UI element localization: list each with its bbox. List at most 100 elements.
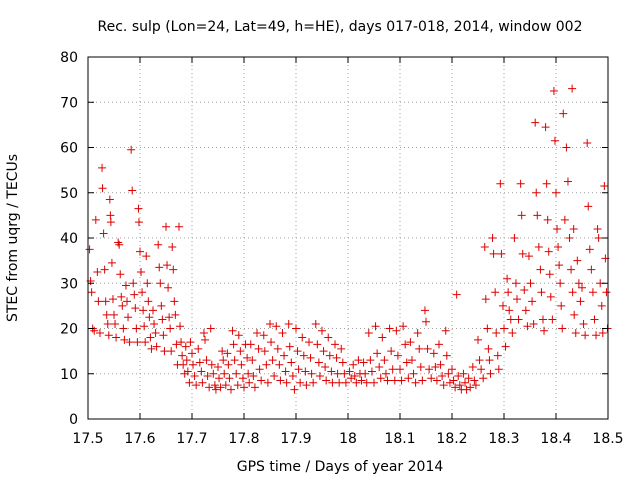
data-point: [229, 340, 238, 349]
data-point: [249, 372, 258, 381]
data-point: [186, 338, 195, 347]
data-point: [570, 310, 579, 319]
data-point: [93, 267, 102, 276]
data-point: [415, 344, 424, 353]
data-point: [211, 385, 220, 394]
data-point: [406, 338, 415, 347]
data-point: [520, 286, 529, 295]
x-tick-label: 17.6: [124, 431, 155, 447]
data-point: [292, 324, 300, 333]
data-point: [587, 265, 596, 274]
data-point: [500, 324, 508, 333]
data-point: [176, 322, 185, 331]
data-point: [134, 204, 143, 213]
data-point: [534, 243, 543, 252]
y-axis-label: STEC from uqrg / TECUs: [5, 154, 21, 322]
data-point: [296, 378, 305, 387]
data-point: [167, 347, 176, 356]
data-point: [160, 347, 169, 356]
y-tick-label: 40: [60, 231, 78, 247]
data-point: [598, 329, 607, 338]
data-point: [584, 202, 593, 211]
data-point: [147, 344, 156, 353]
data-point: [459, 369, 468, 378]
data-point: [332, 353, 341, 362]
data-point: [340, 369, 349, 378]
data-point: [510, 234, 519, 242]
data-point: [257, 376, 266, 385]
data-point: [273, 344, 282, 353]
data-point: [145, 313, 154, 322]
data-point: [569, 224, 578, 233]
data-point: [581, 331, 590, 340]
data-point: [118, 301, 127, 310]
data-point: [313, 340, 322, 349]
data-point: [189, 360, 198, 369]
data-point: [225, 374, 234, 383]
data-point: [345, 367, 354, 376]
data-point: [441, 326, 450, 335]
data-point: [163, 261, 172, 270]
data-point: [484, 344, 493, 353]
data-point: [221, 381, 230, 390]
x-axis-label: GPS time / Days of year 2014: [237, 459, 444, 475]
points-layer: [85, 84, 612, 394]
data-point: [436, 360, 445, 369]
data-point: [392, 326, 401, 335]
data-point: [494, 365, 503, 374]
data-point: [299, 351, 308, 360]
data-point: [559, 109, 568, 118]
data-point: [602, 288, 611, 297]
data-point: [390, 376, 399, 385]
data-point: [367, 367, 376, 376]
x-tick-label: 17.5: [72, 431, 103, 447]
data-point: [350, 372, 359, 381]
data-point: [278, 329, 287, 338]
data-point: [190, 372, 199, 381]
data-point: [357, 376, 366, 385]
data-point: [489, 249, 498, 258]
data-point: [493, 351, 502, 360]
data-point: [254, 344, 263, 353]
data-point: [233, 381, 242, 390]
data-point: [136, 247, 144, 256]
data-point: [115, 240, 124, 249]
data-point: [514, 315, 523, 324]
data-point: [338, 358, 347, 367]
data-point: [321, 362, 330, 371]
data-point: [245, 378, 254, 387]
data-point: [108, 295, 117, 304]
data-point: [116, 270, 125, 279]
data-point: [592, 331, 601, 340]
y-tick-label: 60: [60, 141, 78, 157]
ticks-layer: 17.5 17.6 17.7 17.8 17.9 18 18.1 18.2 18.3 18.4 18…: [60, 50, 623, 447]
data-point: [549, 86, 558, 95]
data-point: [503, 274, 512, 283]
data-point: [544, 247, 553, 256]
data-point: [597, 301, 606, 310]
data-point: [130, 290, 139, 299]
data-point: [375, 362, 384, 371]
data-point: [98, 184, 107, 193]
data-point: [95, 329, 104, 338]
x-tick-label: 17.9: [280, 431, 311, 447]
data-point: [98, 163, 107, 172]
data-point: [85, 245, 94, 254]
data-point: [438, 372, 447, 381]
data-point: [528, 297, 537, 306]
data-point: [556, 279, 565, 288]
x-tick-label: 18.4: [540, 431, 571, 447]
data-point: [205, 383, 214, 392]
data-point: [366, 356, 375, 365]
data-point: [87, 288, 96, 297]
data-point: [574, 279, 583, 288]
data-point: [455, 381, 464, 390]
data-point: [418, 376, 427, 385]
data-point: [298, 333, 307, 342]
data-point: [349, 360, 358, 369]
data-point: [192, 381, 201, 390]
data-point: [314, 358, 323, 367]
data-point: [565, 234, 574, 242]
data-point: [380, 356, 389, 365]
